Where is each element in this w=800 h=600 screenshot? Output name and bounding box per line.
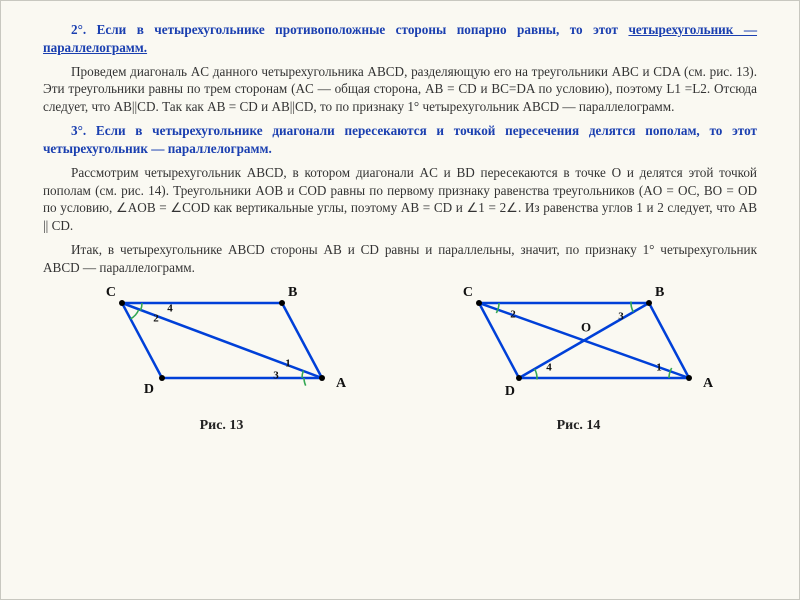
svg-text:1: 1	[656, 361, 662, 373]
svg-text:3: 3	[273, 369, 279, 381]
theorem-3-text: Если в четырехугольнике диагонали пересе…	[43, 123, 757, 156]
svg-text:2: 2	[510, 308, 516, 320]
svg-text:A: A	[336, 376, 347, 391]
proof-2: Проведем диагональ AC данного четырехуго…	[43, 63, 757, 116]
figure-14: A B C D O 2 1 3 4 Рис. 14	[419, 283, 739, 436]
theorem-3: 3°. Если в четырехугольнике диагонали пе…	[43, 122, 757, 158]
svg-text:2: 2	[153, 312, 159, 324]
figure-13-caption: Рис. 13	[62, 417, 382, 436]
svg-text:1: 1	[285, 357, 291, 369]
document-page: 2°. Если в четырехугольнике противополож…	[0, 0, 800, 600]
proof-3a: Рассмотрим четырехугольник ABCD, в котор…	[43, 164, 757, 235]
figures-row: ABCD2413 Рис. 13 ABCDO2134 Рис. 14	[43, 283, 757, 436]
theorem-3-num: 3°.	[71, 123, 86, 138]
svg-text:B: B	[655, 285, 664, 300]
svg-text:O: O	[580, 319, 590, 334]
theorem-2: 2°. Если в четырехугольнике противополож…	[43, 21, 757, 57]
svg-text:B: B	[288, 285, 297, 300]
svg-text:4: 4	[167, 302, 173, 314]
figure-14-svg: A B C D O 2 1 3 4	[424, 283, 734, 413]
svg-text:A: A	[703, 376, 714, 391]
svg-text:D: D	[504, 384, 514, 399]
svg-text:4: 4	[546, 361, 552, 373]
figure-13-svg: A B C D 24 13	[67, 283, 377, 413]
svg-text:C: C	[462, 285, 472, 300]
proof-3b: Итак, в четырехугольнике ABCD стороны AB…	[43, 241, 757, 277]
theorem-2-num: 2°.	[71, 22, 86, 37]
theorem-2-text: Если в четырехугольнике противоположные …	[97, 22, 629, 37]
figure-13: A B C D 24 13 Рис. 13	[62, 283, 382, 436]
figure-14-caption: Рис. 14	[419, 417, 739, 436]
svg-text:D: D	[143, 382, 153, 397]
svg-text:3: 3	[618, 310, 624, 322]
svg-text:C: C	[105, 285, 115, 300]
